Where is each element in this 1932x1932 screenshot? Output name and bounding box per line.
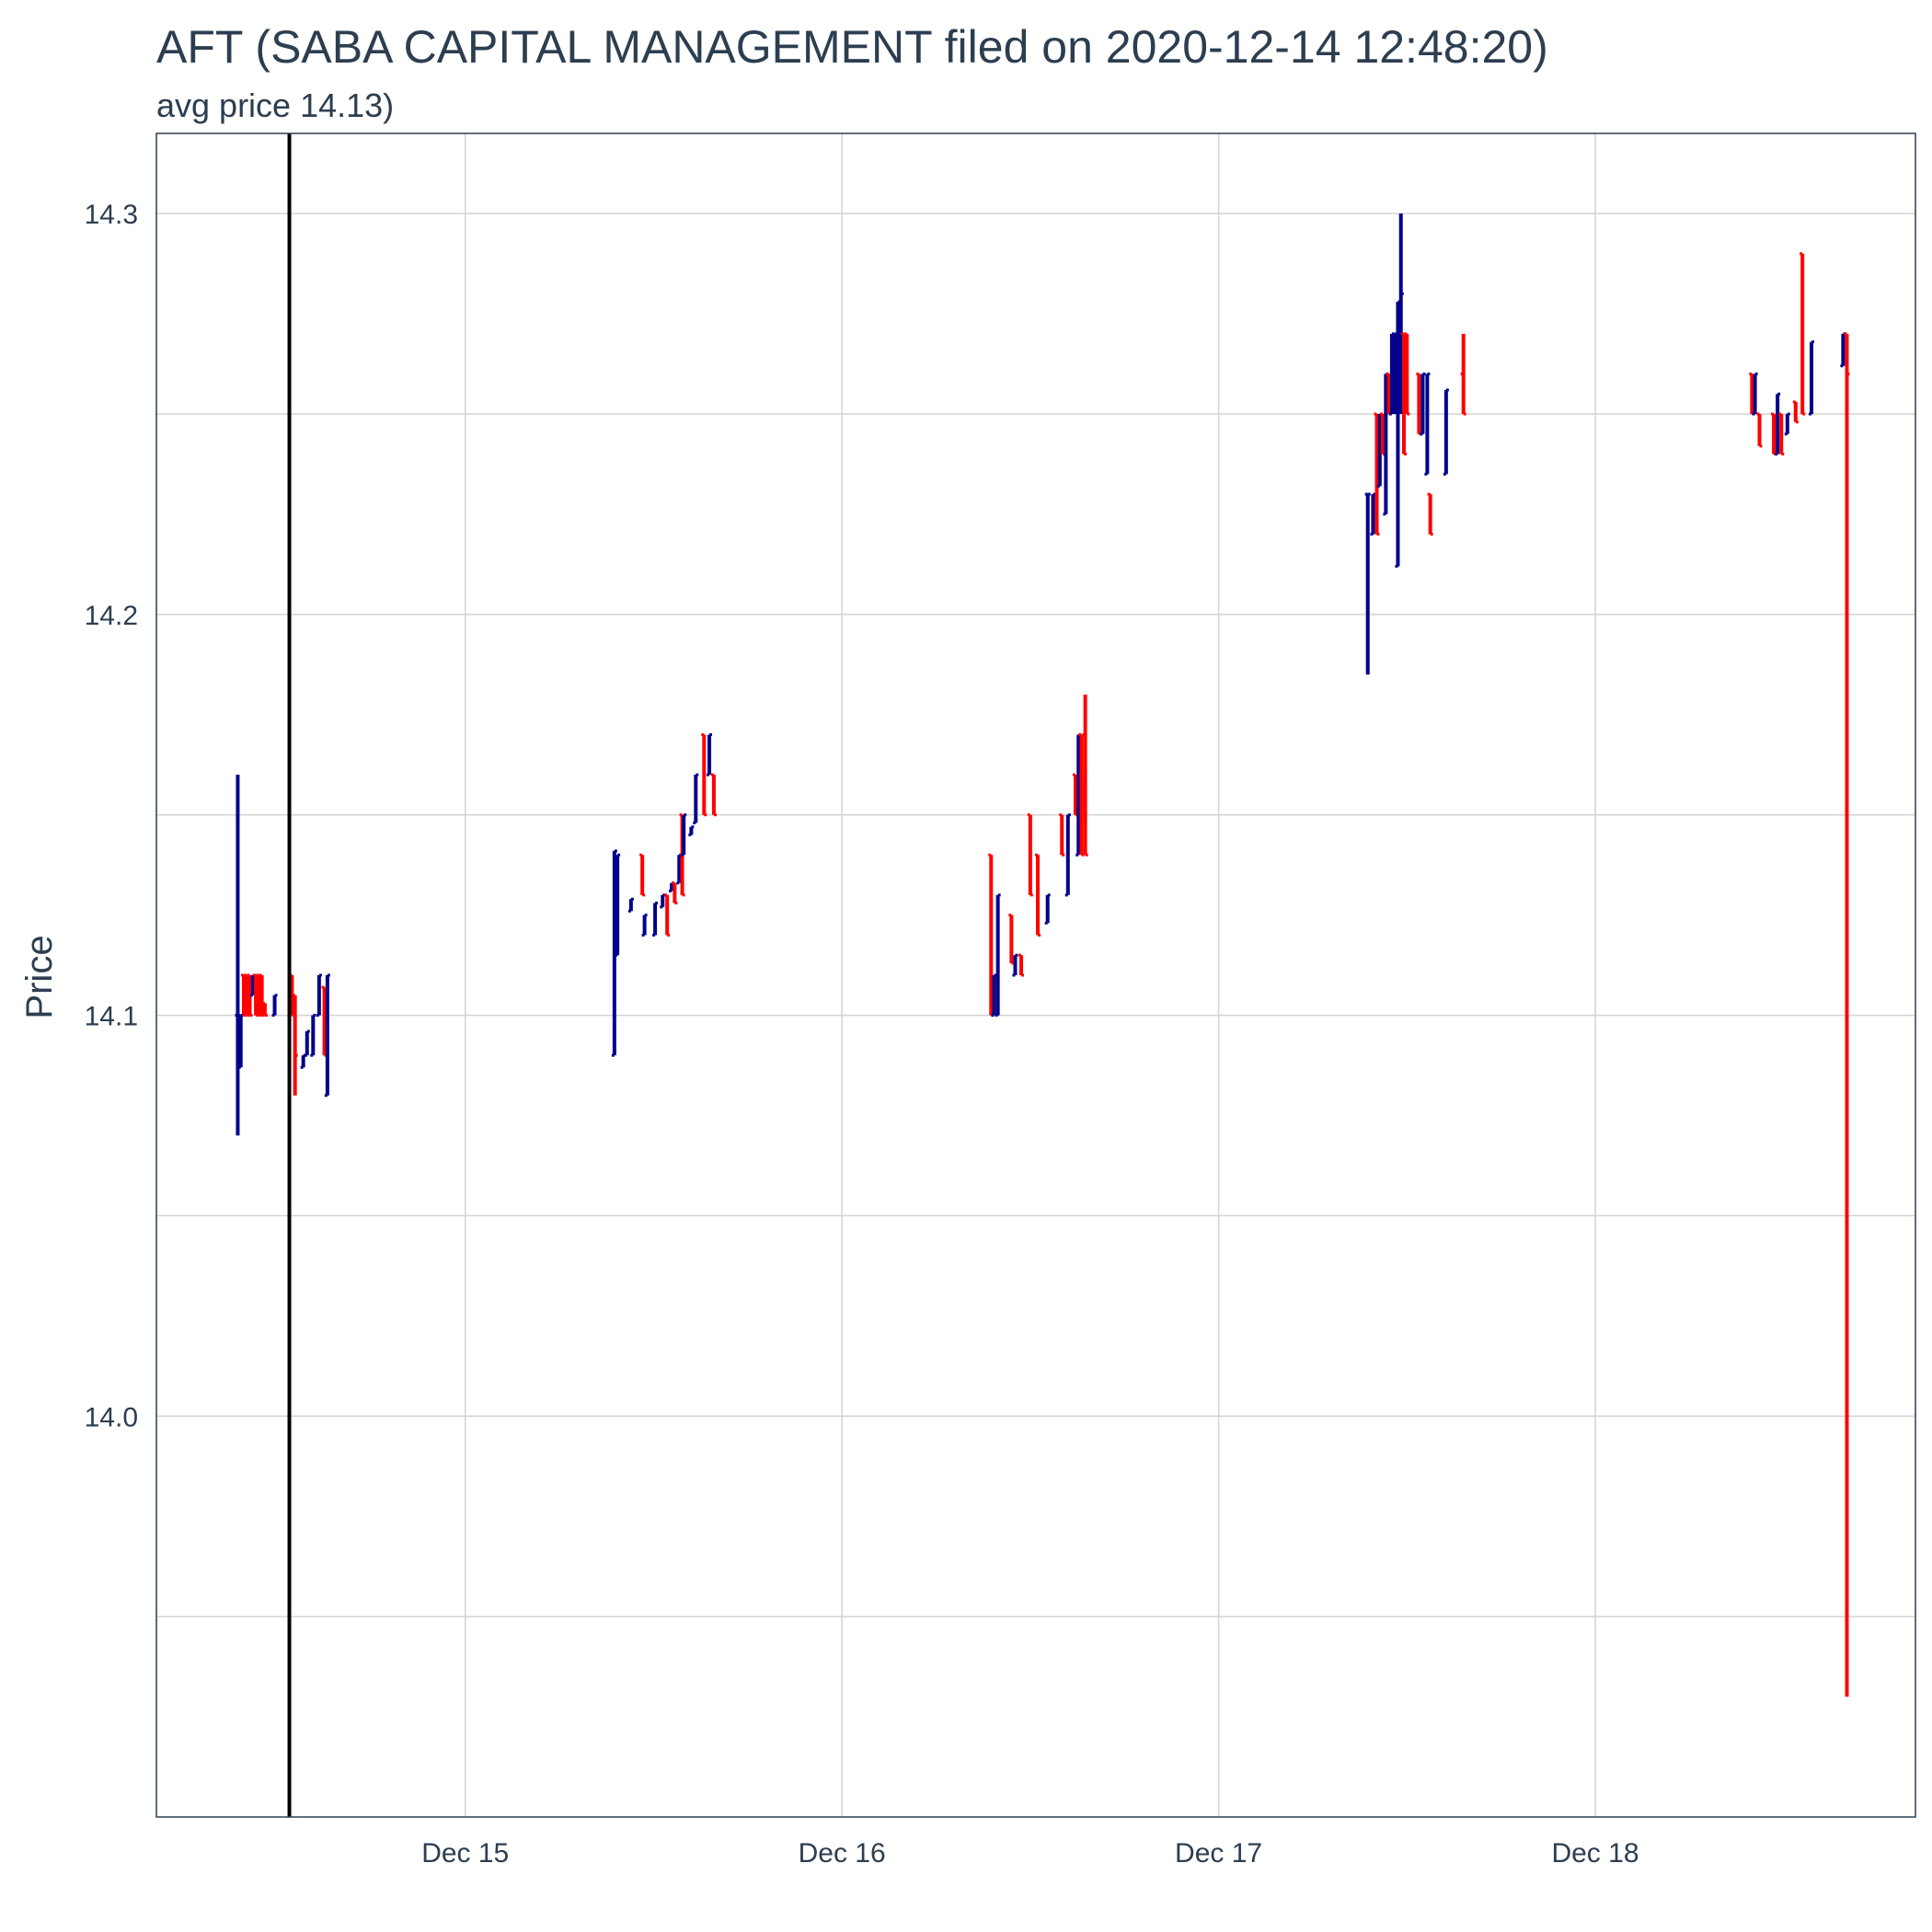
ohlc-bar-down	[1035, 855, 1041, 935]
ohlc-bar-up	[1065, 815, 1071, 895]
ohlc-bar-down	[711, 775, 717, 815]
x-tick-label: Dec 16	[799, 1838, 886, 1869]
y-tick-label: 14.3	[85, 200, 138, 230]
ohlc-bar-down	[1793, 402, 1799, 422]
x-tick-label: Dec 18	[1551, 1838, 1639, 1869]
y-tick-label: 14.1	[85, 1002, 138, 1032]
ohlc-bar-up	[660, 895, 665, 907]
ohlc-bar-down	[639, 855, 645, 895]
ohlc-bar-down	[664, 895, 670, 936]
ohlc-bar-down	[1018, 955, 1024, 975]
ohlc-bar-up	[316, 975, 322, 1016]
ohlc-bar-up	[642, 915, 648, 936]
ohlc-bar-down	[1756, 414, 1762, 446]
ohlc-bar-up	[1443, 390, 1449, 474]
y-tick-label: 14.2	[85, 601, 138, 631]
ohlc-bar-down	[1428, 494, 1433, 535]
chart-title: AFT (SABA CAPITAL MANAGEMENT filed on 20…	[156, 21, 1548, 73]
ohlc-bar-up	[305, 1031, 310, 1055]
ohlc-bar-up	[628, 899, 634, 911]
ohlc-bar-up	[1365, 494, 1371, 674]
ohlc-bar-down	[1028, 815, 1033, 895]
ohlc-bar-up	[1785, 414, 1790, 434]
ohlc-bar-down	[1800, 254, 1805, 414]
chart-subtitle: avg price 14.13)	[156, 86, 394, 124]
grid	[156, 133, 1915, 1817]
ohlc-bar-up	[301, 1055, 306, 1067]
x-tick-label: Dec 15	[421, 1838, 509, 1869]
ohlc-bar-down	[1059, 815, 1064, 856]
ohlc-bar-up	[1424, 374, 1430, 474]
ohlc-bar-up	[235, 775, 240, 1135]
y-axis-title: Price	[19, 935, 60, 1018]
ohlc-bar-down	[1461, 334, 1466, 414]
candles	[235, 213, 1849, 1696]
ohlc-bar-up	[688, 827, 694, 835]
ohlc-bar-up	[693, 775, 698, 822]
ohlc-bar-up	[1045, 895, 1051, 924]
ohlc-bar-up	[272, 995, 278, 1016]
ohlc-bar-up	[652, 903, 658, 936]
ohlc-bar-up	[707, 735, 712, 776]
y-tick-label: 14.0	[85, 1402, 138, 1432]
x-tick-label: Dec 17	[1175, 1838, 1262, 1869]
ohlc-bar-down	[701, 735, 707, 815]
ohlc-bar-up	[310, 1016, 316, 1056]
plot-frame	[156, 133, 1915, 1817]
ohlc-bar-up	[1809, 342, 1814, 414]
x-axis-ticks: Dec 15 Dec 16 Dec 17 Dec 18	[421, 1838, 1639, 1869]
y-axis-ticks: 14.0 14.1 14.2 14.3	[85, 200, 138, 1432]
